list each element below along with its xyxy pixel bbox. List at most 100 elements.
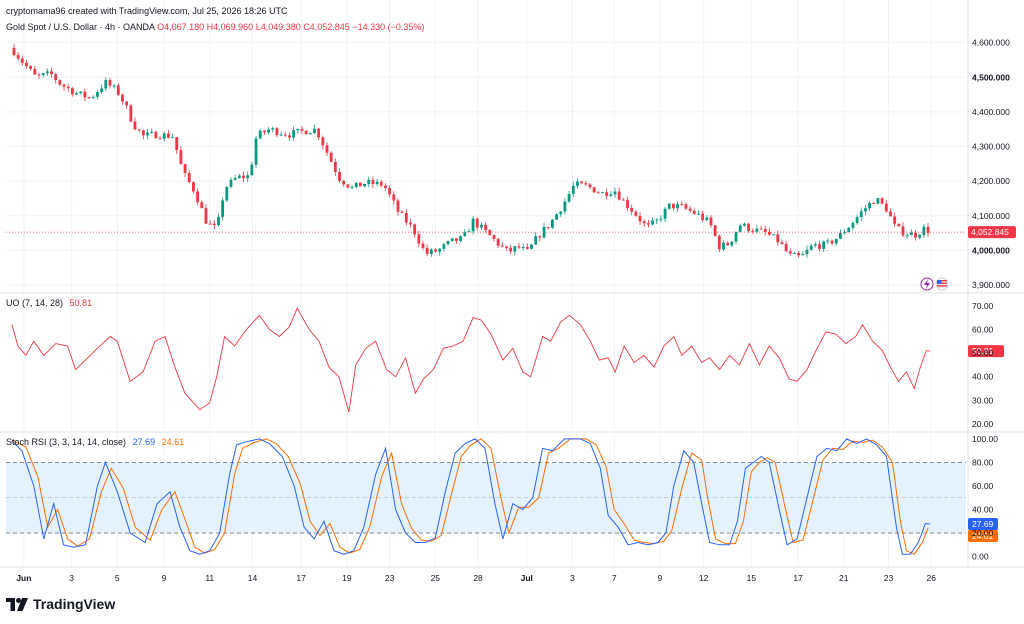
candle[interactable] xyxy=(363,183,366,188)
candle[interactable] xyxy=(262,130,266,136)
candle[interactable] xyxy=(438,247,442,256)
candle[interactable] xyxy=(20,55,24,66)
candle[interactable] xyxy=(325,142,329,156)
candle[interactable] xyxy=(638,212,642,226)
candle[interactable] xyxy=(200,200,204,209)
candle[interactable] xyxy=(876,197,880,205)
stoch-rsi-pane[interactable]: 27.69 24.61 xyxy=(6,438,998,555)
candle[interactable] xyxy=(158,135,162,140)
candle[interactable] xyxy=(550,219,554,229)
candle[interactable] xyxy=(250,161,254,176)
candle[interactable] xyxy=(843,229,846,235)
stoch-d-badge[interactable] xyxy=(968,529,998,542)
candle[interactable] xyxy=(166,129,170,139)
candle[interactable] xyxy=(338,168,341,183)
candle[interactable] xyxy=(480,222,483,230)
candle[interactable] xyxy=(233,174,237,182)
candle[interactable] xyxy=(283,131,287,138)
candle[interactable] xyxy=(54,72,58,84)
candle[interactable] xyxy=(918,233,922,240)
candle[interactable] xyxy=(651,217,654,226)
candle[interactable] xyxy=(162,131,166,142)
candle[interactable] xyxy=(784,240,788,252)
candle[interactable] xyxy=(621,197,625,201)
candle[interactable] xyxy=(834,238,838,246)
candle[interactable] xyxy=(496,238,500,249)
candle[interactable] xyxy=(91,95,95,100)
candle[interactable] xyxy=(29,65,33,71)
candle[interactable] xyxy=(788,248,792,256)
candle[interactable] xyxy=(254,136,258,168)
candle[interactable] xyxy=(179,146,183,165)
candle[interactable] xyxy=(413,223,417,238)
candle[interactable] xyxy=(738,223,742,233)
candle[interactable] xyxy=(576,178,579,189)
candle[interactable] xyxy=(692,208,696,215)
candle[interactable] xyxy=(596,190,600,194)
candle[interactable] xyxy=(175,137,179,154)
candle[interactable] xyxy=(676,201,680,212)
candle[interactable] xyxy=(50,67,53,78)
candle[interactable] xyxy=(884,200,888,213)
candle[interactable] xyxy=(70,87,74,97)
candle[interactable] xyxy=(801,251,805,256)
candle[interactable] xyxy=(37,72,41,79)
candle[interactable] xyxy=(567,191,571,204)
candle[interactable] xyxy=(87,96,91,100)
candle[interactable] xyxy=(847,226,851,233)
uo-series-line[interactable] xyxy=(11,307,931,413)
candle[interactable] xyxy=(450,238,454,242)
candle[interactable] xyxy=(133,117,137,131)
candle[interactable] xyxy=(146,128,149,140)
candle[interactable] xyxy=(304,130,308,135)
candle[interactable] xyxy=(818,240,821,252)
candle[interactable] xyxy=(601,191,604,194)
candle[interactable] xyxy=(613,187,617,198)
candle[interactable] xyxy=(25,59,28,69)
candle[interactable] xyxy=(521,243,525,251)
candle[interactable] xyxy=(409,218,412,228)
candle[interactable] xyxy=(137,128,141,133)
candle[interactable] xyxy=(446,240,450,246)
candle[interactable] xyxy=(500,242,504,248)
candle[interactable] xyxy=(342,179,346,187)
candle[interactable] xyxy=(192,181,195,194)
candle[interactable] xyxy=(588,182,592,190)
candle[interactable] xyxy=(459,235,462,242)
candle[interactable] xyxy=(646,219,650,228)
candle[interactable] xyxy=(346,184,350,189)
candle[interactable] xyxy=(454,238,458,244)
candle[interactable] xyxy=(96,89,99,100)
candle[interactable] xyxy=(546,226,550,230)
candle[interactable] xyxy=(229,177,233,189)
candle[interactable] xyxy=(125,100,129,109)
candle[interactable] xyxy=(659,215,663,223)
tradingview-logo[interactable]: TradingView xyxy=(6,596,115,612)
candle[interactable] xyxy=(672,203,675,211)
candle[interactable] xyxy=(129,103,133,123)
candle[interactable] xyxy=(354,182,358,189)
candle[interactable] xyxy=(187,170,191,184)
candle[interactable] xyxy=(296,128,300,134)
candle[interactable] xyxy=(83,88,87,102)
candle[interactable] xyxy=(367,176,371,188)
candle[interactable] xyxy=(79,91,83,95)
candle[interactable] xyxy=(642,219,646,227)
candle[interactable] xyxy=(333,158,337,177)
candle[interactable] xyxy=(909,229,913,236)
candle[interactable] xyxy=(680,200,684,206)
symbol-legend[interactable]: Gold Spot / U.S. Dollar · 4h · OANDA O4,… xyxy=(6,22,424,32)
candle[interactable] xyxy=(763,225,767,236)
candle[interactable] xyxy=(813,241,817,248)
candle[interactable] xyxy=(926,222,930,238)
stoch-k-line[interactable] xyxy=(11,438,931,555)
candle[interactable] xyxy=(584,180,588,187)
candle[interactable] xyxy=(922,224,926,238)
candle[interactable] xyxy=(271,126,275,133)
candle[interactable] xyxy=(292,126,296,141)
candle[interactable] xyxy=(33,65,37,75)
candle[interactable] xyxy=(780,240,784,245)
candle[interactable] xyxy=(880,197,884,205)
candle[interactable] xyxy=(517,242,521,250)
candle[interactable] xyxy=(889,208,892,217)
